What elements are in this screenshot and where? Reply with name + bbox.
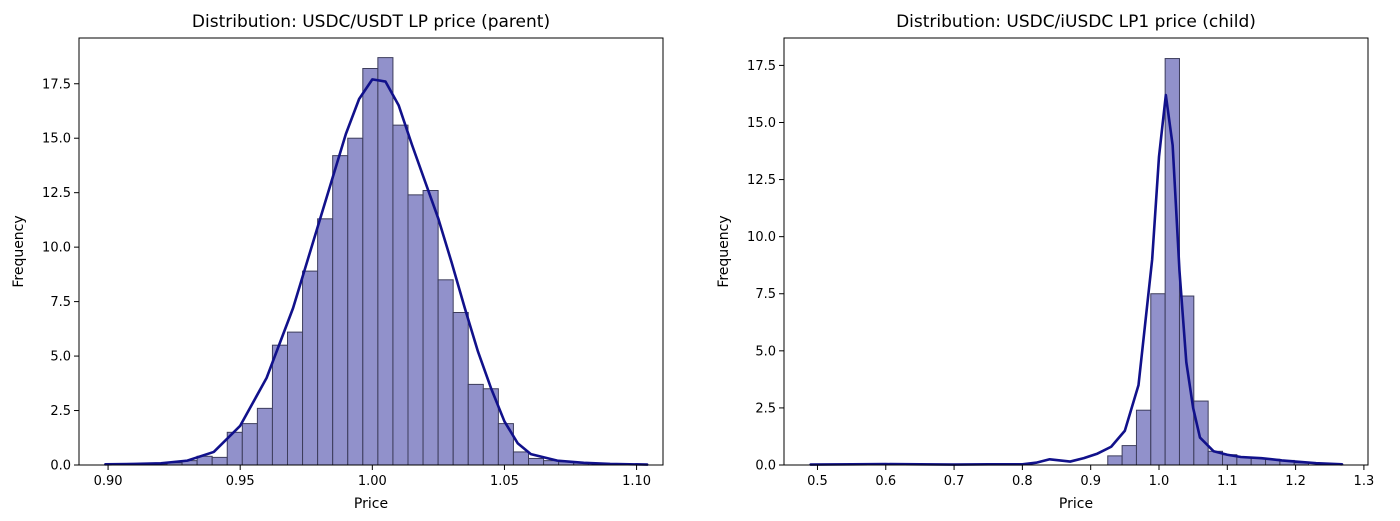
histogram-bar xyxy=(512,451,529,466)
histogram-bar xyxy=(241,423,258,466)
x-tick-label: 0.90 xyxy=(94,474,123,489)
y-tick-label: 0.0 xyxy=(50,459,71,474)
x-tick-label: 0.7 xyxy=(944,474,965,489)
histogram-bar xyxy=(347,137,364,466)
axes-frame xyxy=(78,37,664,466)
y-tick-label: 17.5 xyxy=(747,59,776,74)
x-tick-label: 0.9 xyxy=(1080,474,1101,489)
y-tick-label: 2.5 xyxy=(50,404,71,419)
histogram-bar xyxy=(528,457,545,466)
x-tick-label: 1.10 xyxy=(622,474,651,489)
histogram-bar xyxy=(1121,445,1137,466)
histogram-bar xyxy=(256,407,273,466)
histogram-bar xyxy=(497,423,514,466)
chart-title: Distribution: USDC/iUSDC LP1 price (chil… xyxy=(896,12,1256,32)
histogram-bar xyxy=(271,344,288,466)
y-tick-label: 5.0 xyxy=(755,344,776,359)
kde-curve xyxy=(104,78,649,466)
y-axis-label: Frequency xyxy=(716,215,732,287)
histogram-bar xyxy=(1178,295,1195,466)
histogram-bar xyxy=(362,68,379,466)
x-tick-label: 0.95 xyxy=(226,474,255,489)
y-tick-label: 5.0 xyxy=(50,350,71,365)
y-tick-label: 2.5 xyxy=(755,401,776,416)
histogram-bar xyxy=(392,124,409,466)
histogram-bar xyxy=(317,218,334,466)
y-tick-label: 7.5 xyxy=(50,295,71,310)
y-tick-label: 12.5 xyxy=(42,186,71,201)
x-tick-label: 0.6 xyxy=(875,474,896,489)
x-tick-label: 1.00 xyxy=(358,474,387,489)
histogram-bar xyxy=(287,331,304,466)
histogram-bar xyxy=(437,279,454,466)
y-tick-label: 15.0 xyxy=(42,132,71,147)
y-tick-label: 10.0 xyxy=(42,241,71,256)
x-tick-label: 1.05 xyxy=(490,474,519,489)
histogram-bar xyxy=(407,194,424,466)
histogram-bar xyxy=(1107,455,1123,466)
x-tick-label: 1.0 xyxy=(1149,474,1170,489)
histogram-bar xyxy=(1135,409,1152,466)
x-axis-label: Price xyxy=(1059,496,1093,512)
histogram-bar xyxy=(1193,400,1209,466)
y-tick-label: 12.5 xyxy=(747,173,776,188)
axes-frame xyxy=(783,37,1369,466)
kde-curve xyxy=(809,93,1344,466)
chart-panel-2: 0.5 0.6 0.7 0.8 0.9 1.0 1.1 1.2 1.3 0.0 2.5 5.0 7.5 1… xyxy=(716,12,1374,512)
histogram-bar xyxy=(1164,58,1180,466)
chart-panel-1: 0.90 0.95 1.00 1.05 1.10 0.0 2.5 5.0 7.5 10.0 12.5… xyxy=(11,12,664,512)
x-tick-label: 0.5 xyxy=(807,474,828,489)
y-tick-label: 15.0 xyxy=(747,116,776,131)
y-axis-label: Frequency xyxy=(11,215,27,287)
chart-title: Distribution: USDC/USDT LP price (parent… xyxy=(192,12,550,32)
y-tick-label: 10.0 xyxy=(747,230,776,245)
histogram-bar xyxy=(452,312,469,466)
y-tick-label: 7.5 xyxy=(755,287,776,302)
x-axis-label: Price xyxy=(354,496,388,512)
histogram-bar xyxy=(467,383,484,466)
x-tick-label: 1.1 xyxy=(1217,474,1238,489)
x-tick-label: 1.2 xyxy=(1285,474,1306,489)
histogram-bar xyxy=(211,456,228,466)
x-tick-label: 0.8 xyxy=(1012,474,1033,489)
histogram-bar xyxy=(377,57,394,466)
histogram-bar xyxy=(422,190,439,466)
y-tick-label: 17.5 xyxy=(42,77,71,92)
histogram-bar xyxy=(332,155,349,466)
histogram-bar xyxy=(302,270,319,466)
y-tick-label: 0.0 xyxy=(755,459,776,474)
histogram-bar xyxy=(1150,293,1166,466)
x-tick-label: 1.3 xyxy=(1354,474,1375,489)
